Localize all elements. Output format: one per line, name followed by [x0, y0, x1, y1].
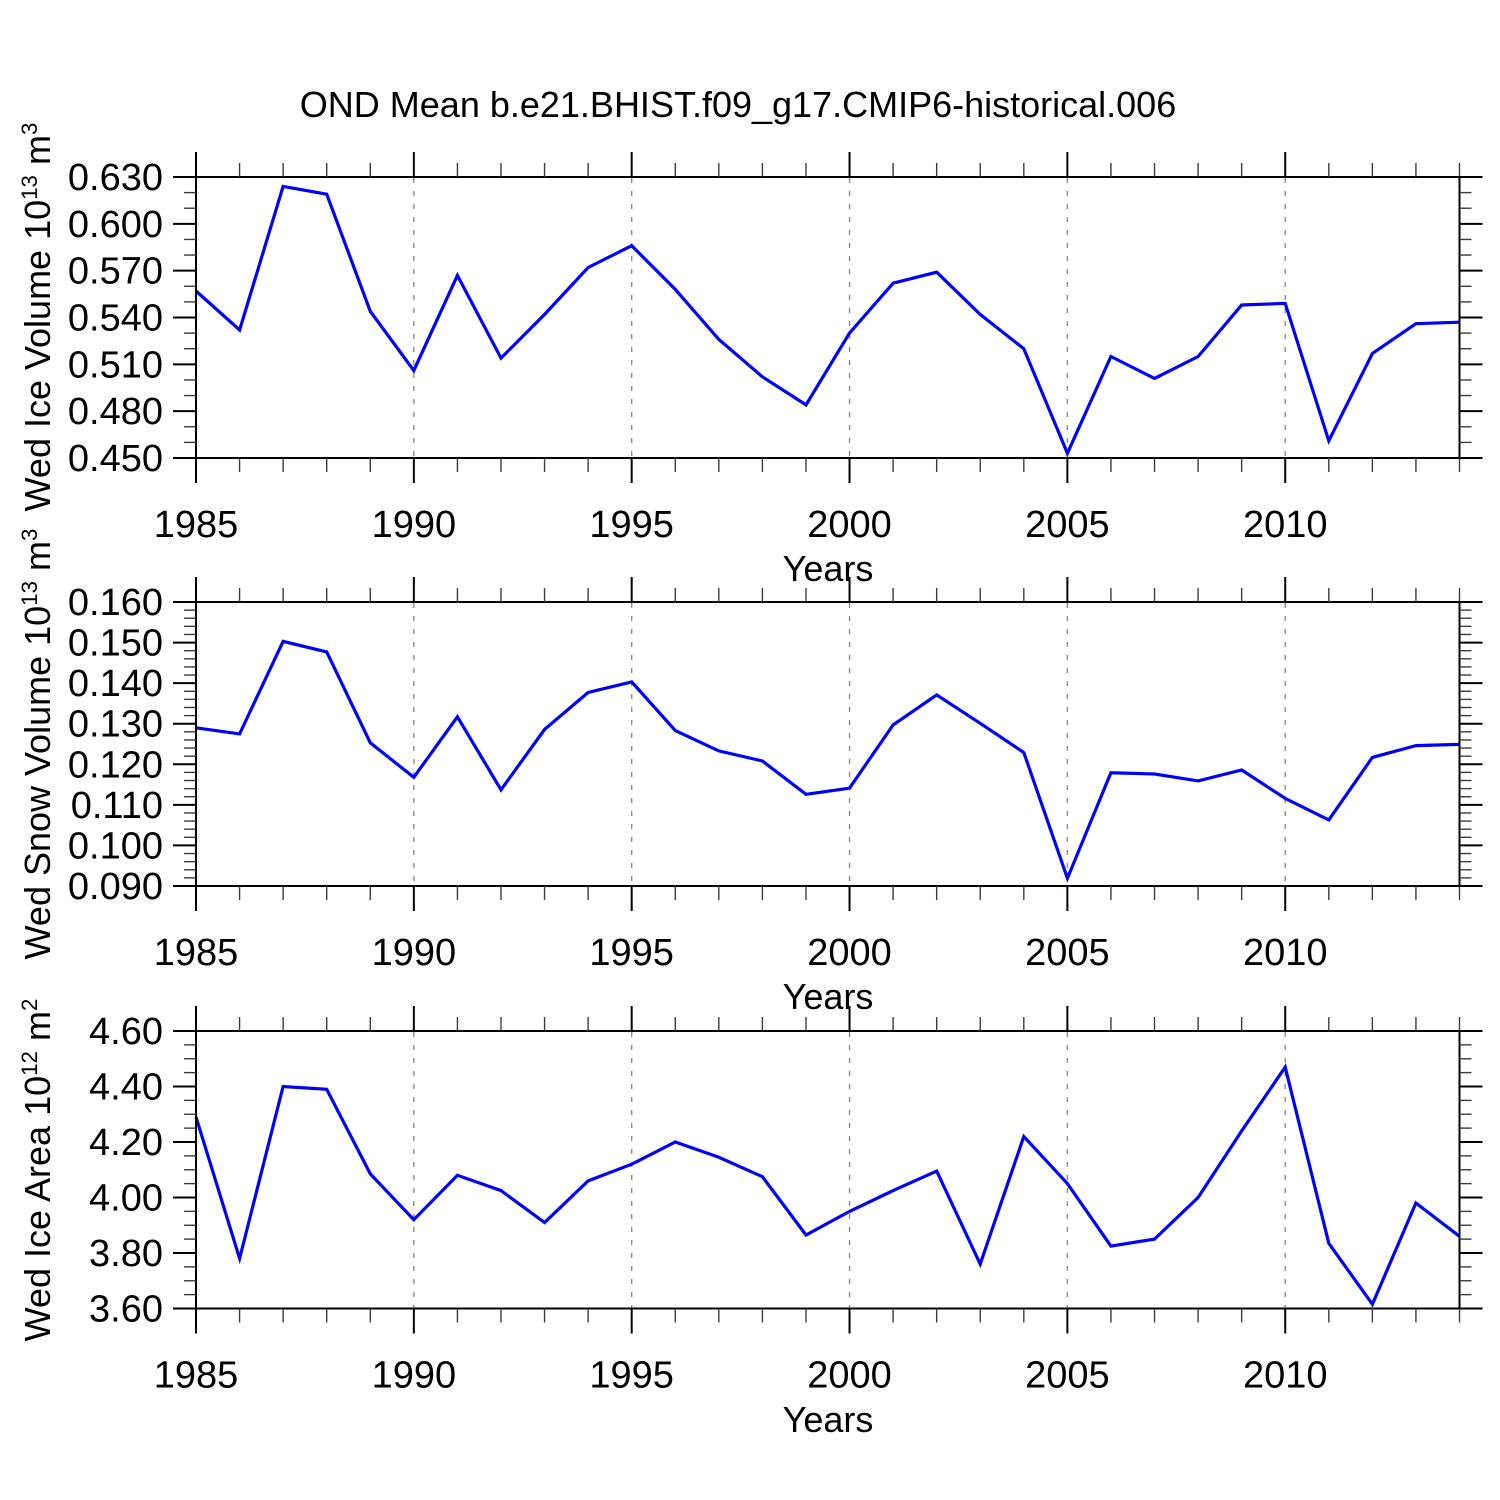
x-axis-title-panel-3: Years	[782, 1399, 874, 1440]
panel-snow-volume: 1985 1990 1995 2000 2005 20100.0900.1000.1100…	[68, 577, 1483, 974]
x-tick-label: 1985	[154, 504, 239, 546]
x-tick-label: 1990	[372, 504, 457, 546]
y-tick-label: 0.100	[68, 825, 163, 867]
y-axis-title-exponent: 13	[17, 581, 42, 606]
y-axis-title-unit-exponent: 2	[17, 998, 42, 1012]
y-axis-title-unit-exponent: 3	[17, 528, 42, 542]
y-tick-label: 0.130	[68, 704, 163, 746]
data-line-ice-volume	[194, 184, 1460, 458]
y-tick-label: 4.00	[89, 1178, 163, 1220]
y-axis-title-text: Wed Ice Volume 10	[17, 199, 58, 512]
y-tick-label: 0.140	[68, 663, 163, 705]
y-tick-label: 0.570	[68, 251, 163, 293]
y-axis-title-unit: m	[17, 135, 58, 176]
panel-ice-area: 1985 1990 1995 2000 2005 2010 3.60 3.80 4.00 4.20…	[89, 1006, 1483, 1397]
data-line-ice-area	[194, 1063, 1461, 1308]
y-axis-title-text: Wed Snow Volume 10	[17, 605, 58, 960]
panel-ice-volume: 1985 1990 1995 2000 2005 20100.4500.4800.5100…	[68, 152, 1483, 546]
plot-box	[195, 1030, 1461, 1310]
y-tick-label: 0.450	[68, 438, 163, 480]
y-tick-label: 0.480	[68, 391, 163, 433]
plot-box	[195, 176, 1461, 459]
y-axis-title-ice-area: Wed Ice Area 1012 m2	[17, 999, 59, 1342]
x-tick-label: 1990	[372, 932, 457, 974]
y-tick-label: 0.150	[68, 623, 163, 665]
y-axis-title-unit: m	[17, 1011, 58, 1052]
y-tick-label: 0.630	[68, 157, 163, 199]
y-axis-title-text: Wed Ice Area 10	[17, 1075, 58, 1342]
x-tick-label: 2005	[1025, 504, 1110, 546]
x-tick-label: 2000	[807, 932, 892, 974]
y-tick-label: 4.20	[89, 1122, 163, 1164]
y-tick-label: 0.510	[68, 344, 163, 386]
y-tick-label: 4.40	[89, 1067, 163, 1109]
x-tick-label: 1985	[154, 1355, 239, 1397]
x-tick-label: 1995	[589, 932, 674, 974]
y-tick-label: 4.60	[89, 1011, 163, 1053]
y-tick-label: 0.600	[68, 204, 163, 246]
x-tick-label: 2010	[1243, 1355, 1328, 1397]
x-tick-label: 2000	[807, 504, 892, 546]
y-tick-label: 0.160	[68, 582, 163, 624]
x-tick-label: 2010	[1243, 932, 1328, 974]
x-tick-label: 2005	[1025, 932, 1110, 974]
x-tick-label: 1985	[154, 932, 239, 974]
x-tick-label: 2010	[1243, 504, 1328, 546]
y-tick-label: 0.120	[68, 744, 163, 786]
x-tick-label: 1990	[372, 1355, 457, 1397]
y-axis-title-exponent: 12	[17, 1051, 42, 1076]
plot-box	[195, 601, 1461, 887]
y-tick-label: 0.110	[71, 785, 163, 827]
chart-title: OND Mean b.e21.BHIST.f09_g17.CMIP6-histo…	[299, 84, 1177, 125]
y-axis-title-exponent: 13	[17, 175, 42, 200]
x-tick-label: 2000	[807, 1355, 892, 1397]
x-tick-label: 1995	[589, 504, 674, 546]
data-line-snow-volume	[195, 639, 1460, 883]
y-axis-title-unit: m	[17, 541, 58, 582]
x-tick-label: 1995	[589, 1355, 674, 1397]
y-tick-label: 3.80	[89, 1233, 163, 1275]
y-tick-label: 0.540	[68, 298, 163, 340]
y-tick-label: 0.090	[68, 866, 163, 908]
x-axis-title-panel-2: Years	[782, 976, 874, 1017]
x-tick-label: 2005	[1025, 1355, 1110, 1397]
y-tick-label: 3.60	[89, 1289, 163, 1331]
x-axis-title-panel-1: Years	[782, 548, 874, 589]
y-axis-title-unit-exponent: 3	[17, 122, 42, 136]
y-axis-title-snow-volume: Wed Snow Volume 1013 m3	[17, 529, 59, 960]
y-axis-title-ice-volume: Wed Ice Volume 1013 m3	[17, 123, 59, 512]
